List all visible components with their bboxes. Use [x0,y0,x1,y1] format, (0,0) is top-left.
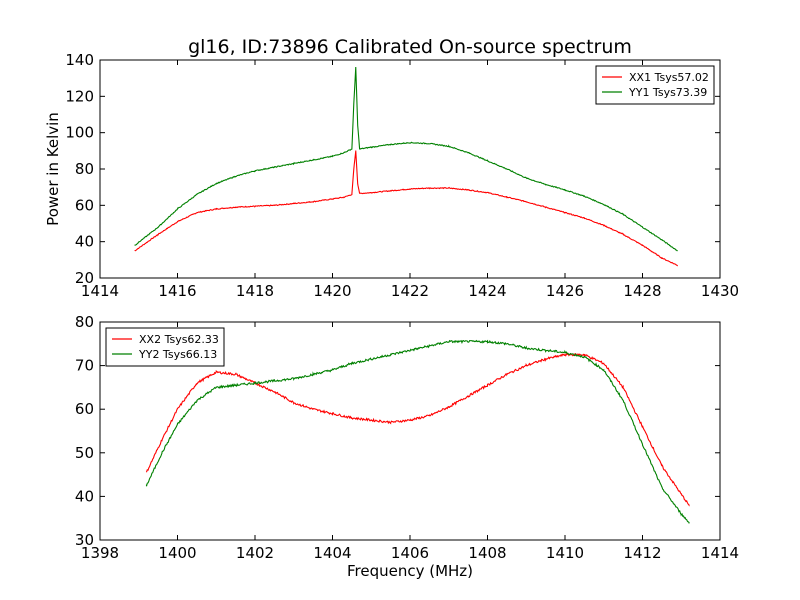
x-tick-label: 1402 [236,544,274,562]
x-tick-label: 1430 [701,282,739,300]
legend-entry: YY1 Tsys73.39 [628,86,707,99]
x-tick-label: 1424 [468,282,506,300]
y-tick-label: 80 [75,313,94,331]
y-tick-label: 50 [75,444,94,462]
y-tick-label: 70 [75,357,94,375]
series-line-xx1 [134,150,678,267]
x-tick-label: 1418 [236,282,274,300]
y-tick-label: 120 [65,87,94,105]
x-tick-label: 1404 [313,544,351,562]
legend: XX2 Tsys62.33 YY2 Tsys66.13 [105,327,225,367]
legend-entry: YY2 Tsys66.13 [138,348,217,361]
legend-entry: XX1 Tsys57.02 [629,71,709,84]
y-tick-label: 60 [75,400,94,418]
figure-title: gl16, ID:73896 Calibrated On-source spec… [188,36,632,58]
legend-box [105,327,225,367]
y-tick-label: 60 [75,196,94,214]
x-tick-label: 1412 [623,544,661,562]
bottom-panel-xx2-yy2: 1398 1400 1402 1404 1406 1408 1410 1412 1414 30 40… [75,313,739,562]
y-tick-label: 40 [75,233,94,251]
legend-entry: XX2 Tsys62.33 [139,333,219,346]
series-line-yy1 [134,67,678,252]
y-tick-label: 40 [75,487,94,505]
series-line-yy2 [145,339,690,524]
y-tick-label: 30 [75,531,94,549]
x-tick-label: 1428 [623,282,661,300]
y-axis-label: Power in Kelvin [44,112,62,226]
x-tick-label: 1422 [391,282,429,300]
y-tick-label: 20 [75,269,94,287]
x-tick-label: 1420 [313,282,351,300]
y-tick-label: 140 [65,51,94,69]
legend: XX1 Tsys57.02 YY1 Tsys73.39 [595,65,715,105]
x-tick-label: 1410 [546,544,584,562]
x-tick-label: 1416 [158,282,196,300]
x-tick-label: 1398 [81,544,119,562]
legend-box [595,65,715,105]
y-tick-label: 80 [75,160,94,178]
x-axis-label: Frequency (MHz) [347,562,473,580]
series-line-xx2 [145,352,690,507]
x-tick-label: 1400 [158,544,196,562]
x-tick-label: 1414 [81,282,119,300]
y-tick-label: 100 [65,124,94,142]
x-tick-label: 1406 [391,544,429,562]
x-tick-label: 1408 [468,544,506,562]
x-tick-label: 1414 [701,544,739,562]
x-tick-label: 1426 [546,282,584,300]
top-panel-xx1-yy1: 1414 1416 1418 1420 1422 1424 1426 1428 1430 20 40… [44,51,739,300]
